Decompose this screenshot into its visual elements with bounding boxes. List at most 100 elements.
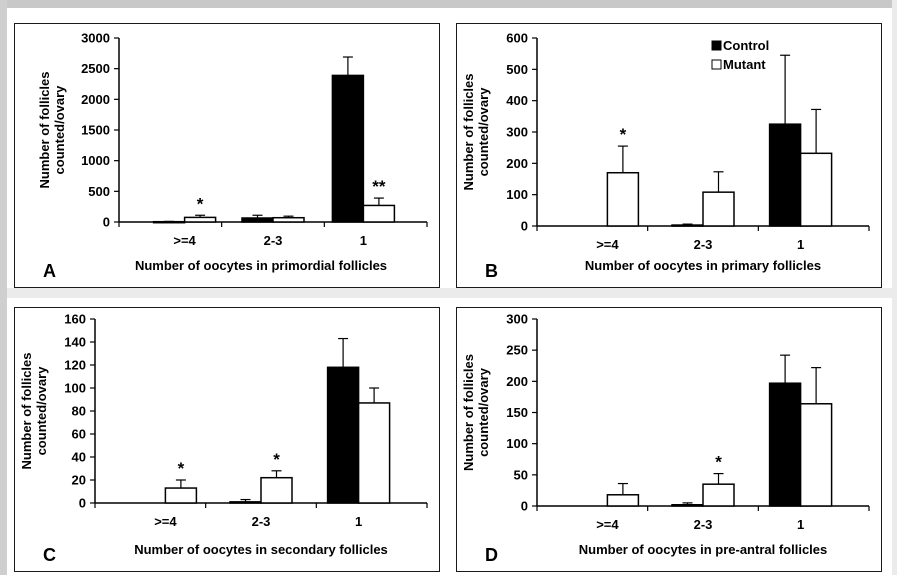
legend-swatch-control: [711, 40, 722, 51]
significance-marker: *: [620, 125, 627, 144]
bar-control-2: [768, 382, 802, 507]
y-tick-label: 2000: [81, 92, 110, 107]
x-tick-label: 1: [797, 517, 804, 532]
y-tick-label: 50: [514, 467, 528, 482]
significance-marker: *: [715, 453, 722, 472]
chart-panel-c: 0 20 40 60 80 100 120 140 160 >=4 2-3 1 * * Number of …: [14, 307, 440, 572]
legend-label-control: Control: [723, 38, 769, 53]
bar-control-1: [229, 501, 262, 504]
y-tick-label: 500: [88, 184, 110, 199]
plot-area: 0 50 100 150 200 250 300 >=4 2-3 1 * Number of foll…: [461, 312, 870, 565]
bar-mutant-2: [357, 402, 391, 504]
y-axis-label: counted/ovary: [52, 85, 67, 175]
y-tick-label: 100: [64, 381, 86, 396]
bar-control-2: [768, 123, 802, 227]
significance-marker: *: [178, 459, 185, 478]
y-tick-label: 300: [506, 312, 528, 327]
bar-mutant-1: [702, 191, 735, 227]
chart-panel-b: 0 100 200 300 400 500 600 >=4 2-3 1 * Number of fol…: [456, 23, 882, 288]
x-tick-label: 1: [355, 514, 362, 529]
bar-control-2: [326, 366, 360, 504]
frame-top-border: [0, 0, 897, 8]
y-tick-label: 2500: [81, 61, 110, 76]
bar-control-2: [331, 74, 365, 223]
bar-mutant-2: [362, 204, 396, 223]
y-tick-label: 20: [72, 473, 86, 488]
y-tick-label: 300: [506, 125, 528, 140]
y-axis-label: counted/ovary: [34, 366, 49, 456]
x-tick-label: >=4: [173, 233, 196, 248]
significance-marker: *: [273, 450, 280, 469]
y-tick-label: 3000: [81, 31, 110, 46]
bar-mutant-1: [260, 476, 293, 504]
bar-mutant-0: [606, 494, 640, 507]
frame-middle-divider: [7, 288, 897, 298]
panel-letter: B: [485, 261, 498, 281]
legend-swatch-mutant: [711, 59, 722, 70]
bar-mutant-0: [606, 171, 640, 227]
x-tick-label: 2-3: [252, 514, 271, 529]
y-tick-label: 500: [506, 62, 528, 77]
frame-right-border: [892, 0, 897, 575]
x-axis-label: Number of oocytes in primordial follicle…: [135, 258, 387, 273]
significance-marker: **: [372, 177, 386, 196]
y-tick-label: 80: [72, 404, 86, 419]
significance-marker: *: [197, 194, 204, 213]
x-axis-label: Number of oocytes in secondary follicles: [134, 542, 388, 557]
y-tick-label: 140: [64, 335, 86, 350]
y-tick-label: 0: [521, 499, 528, 514]
chart-svg-c: 0 20 40 60 80 100 120 140 160 >=4 2-3 1 * * Number of …: [19, 312, 428, 565]
plot-area: 0 20 40 60 80 100 120 140 160 >=4 2-3 1 * * Number of …: [19, 312, 428, 565]
y-tick-label: 0: [103, 215, 110, 230]
y-tick-label: 100: [506, 436, 528, 451]
frame-left-border: [0, 0, 7, 575]
bar-mutant-0: [164, 487, 198, 504]
plot-area: 0 100 200 300 400 500 600 >=4 2-3 1 * Number of fol…: [461, 31, 870, 281]
y-tick-label: 1000: [81, 153, 110, 168]
x-axis-label: Number of oocytes in primary follicles: [585, 258, 821, 273]
y-tick-label: 400: [506, 93, 528, 108]
bar-mutant-1: [272, 216, 305, 223]
x-tick-label: >=4: [154, 514, 177, 529]
x-tick-label: 2-3: [694, 517, 713, 532]
y-tick-label: 200: [506, 156, 528, 171]
x-tick-label: >=4: [596, 237, 619, 252]
y-axis-label: Number of follicles: [461, 73, 476, 190]
y-tick-label: 1500: [81, 123, 110, 138]
legend: Control Mutant: [711, 38, 769, 72]
bar-mutant-1: [702, 483, 735, 507]
panel-letter: D: [485, 545, 498, 565]
y-tick-label: 40: [72, 450, 86, 465]
x-axis-label: Number of oocytes in pre-antral follicle…: [579, 542, 828, 557]
bar-mutant-2: [799, 152, 833, 227]
y-tick-label: 600: [506, 31, 528, 46]
chart-svg-b: 0 100 200 300 400 500 600 >=4 2-3 1 * Number of fol…: [461, 31, 870, 281]
y-axis-label: counted/ovary: [476, 87, 491, 177]
chart-panel-d: 0 50 100 150 200 250 300 >=4 2-3 1 * Number of foll…: [456, 307, 882, 572]
y-tick-label: 150: [506, 405, 528, 420]
chart-panel-a: 0 500 1000 1500 2000 2500 3000 >=4 2-3 1 * ** Number…: [14, 23, 440, 288]
y-tick-label: 250: [506, 343, 528, 358]
bar-mutant-0: [183, 216, 217, 223]
panel-letter: A: [43, 261, 56, 281]
y-axis-label: Number of follicles: [461, 354, 476, 471]
x-tick-label: >=4: [596, 517, 619, 532]
bar-control-1: [241, 217, 274, 223]
chart-svg-d: 0 50 100 150 200 250 300 >=4 2-3 1 * Number of foll…: [461, 312, 870, 565]
y-tick-label: 0: [79, 496, 86, 511]
panel-letter: C: [43, 545, 56, 565]
bar-mutant-2: [799, 403, 833, 507]
y-axis-label: Number of follicles: [19, 352, 34, 469]
y-tick-label: 60: [72, 427, 86, 442]
bar-control-1: [671, 224, 704, 227]
y-axis-label: counted/ovary: [476, 367, 491, 457]
y-tick-label: 0: [521, 219, 528, 234]
y-tick-label: 100: [506, 187, 528, 202]
bar-control-1: [671, 504, 704, 507]
y-tick-label: 160: [64, 312, 86, 327]
y-tick-label: 200: [506, 374, 528, 389]
x-tick-label: 1: [360, 233, 367, 248]
x-tick-label: 2-3: [694, 237, 713, 252]
